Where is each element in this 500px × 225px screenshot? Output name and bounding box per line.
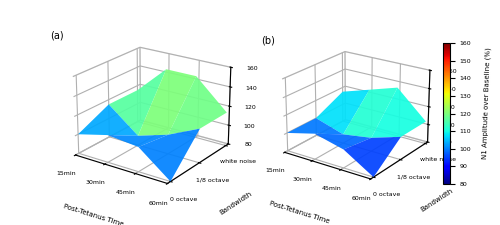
Y-axis label: Bandwidth: Bandwidth [420, 188, 454, 213]
Text: (b): (b) [261, 36, 275, 46]
Y-axis label: Bandwidth: Bandwidth [218, 191, 253, 216]
X-axis label: Post-Tetanus Time: Post-Tetanus Time [62, 203, 124, 225]
X-axis label: Post-Tetanus Time: Post-Tetanus Time [269, 200, 330, 224]
Text: (a): (a) [50, 30, 64, 40]
